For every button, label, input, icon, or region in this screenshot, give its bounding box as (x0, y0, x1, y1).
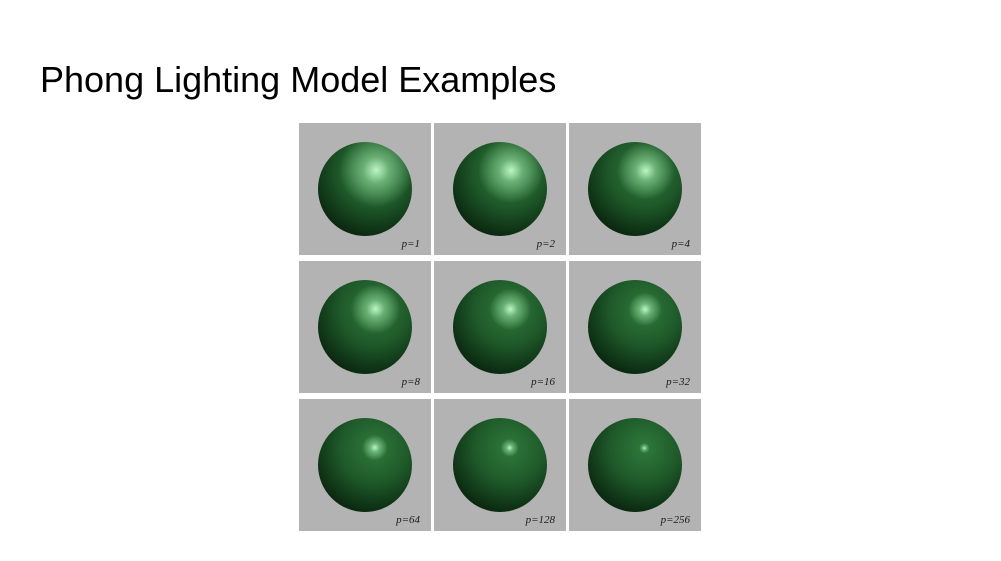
shaded-sphere (453, 418, 547, 512)
sphere-panel: p=8 (299, 261, 431, 393)
sphere-panel: p=256 (569, 399, 701, 531)
exponent-label: p=1 (401, 238, 420, 250)
shaded-sphere (318, 142, 412, 236)
sphere-panel: p=4 (569, 123, 701, 255)
shaded-sphere (588, 418, 682, 512)
exponent-label: p=128 (525, 514, 555, 526)
exponent-label: p=32 (666, 376, 690, 388)
shaded-sphere (318, 280, 412, 374)
sphere-panel: p=1 (299, 123, 431, 255)
exponent-label: p=8 (401, 376, 420, 388)
slide-title: Phong Lighting Model Examples (40, 59, 557, 100)
exponent-label: p=64 (396, 514, 420, 526)
phong-sphere-grid: p=1 p=2 p=4 p=8 p=16 p=32 p=64 p=128 p=2… (299, 123, 701, 531)
exponent-label: p=256 (660, 514, 690, 526)
exponent-label: p=4 (671, 238, 690, 250)
sphere-panel: p=128 (434, 399, 566, 531)
exponent-label: p=2 (536, 238, 555, 250)
shaded-sphere (318, 418, 412, 512)
shaded-sphere (588, 142, 682, 236)
shaded-sphere (588, 280, 682, 374)
sphere-panel: p=2 (434, 123, 566, 255)
sphere-panel: p=32 (569, 261, 701, 393)
shaded-sphere (453, 280, 547, 374)
sphere-panel: p=64 (299, 399, 431, 531)
shaded-sphere (453, 142, 547, 236)
sphere-panel: p=16 (434, 261, 566, 393)
exponent-label: p=16 (531, 376, 555, 388)
